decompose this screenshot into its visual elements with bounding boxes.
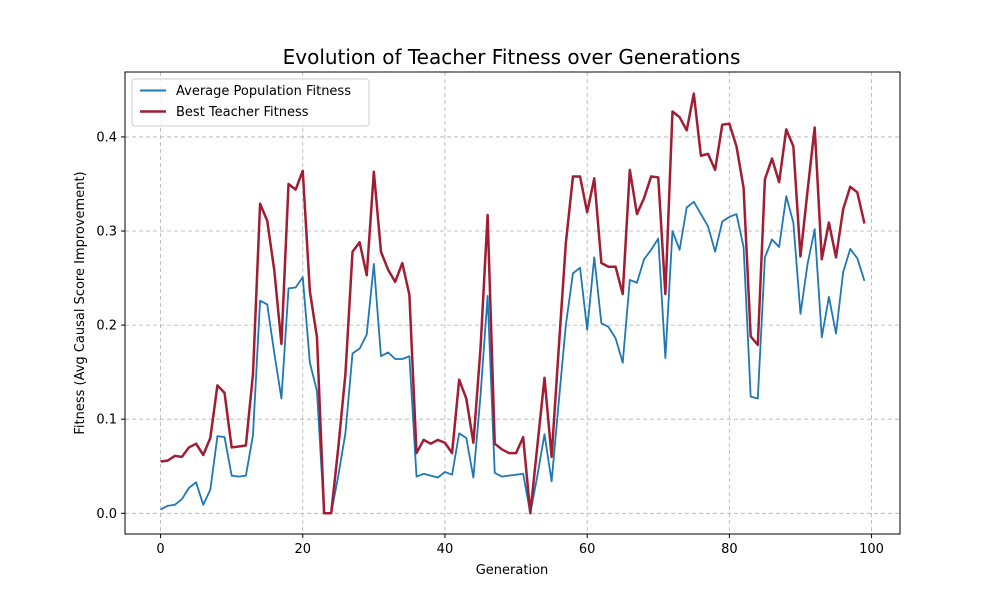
series-line-average-population-fitness [160,195,866,515]
x-tick-label: 80 [721,542,738,557]
y-axis: 0.0 0.1 0.2 0.3 0.4 [96,130,125,522]
chart-title: Evolution of Teacher Fitness over Genera… [283,45,741,69]
x-tick-label: 40 [437,542,454,557]
y-tick-label: 0.4 [96,130,117,145]
x-tick-label: 20 [294,542,311,557]
legend-box [131,78,370,127]
y-tick-label: 0.2 [96,319,117,334]
legend-label-best-teacher-fitness: Best Teacher Fitness [176,105,309,120]
x-tick-label: 60 [579,542,596,557]
x-tick-label: 0 [156,542,164,557]
y-tick-label: 0.0 [96,507,117,522]
x-axis: 0 20 40 60 80 100 [156,534,884,557]
plot-frame [124,71,901,535]
y-tick-label: 0.3 [96,225,117,240]
series-line-best-teacher-fitness [160,92,866,515]
x-tick-label: 100 [859,542,884,557]
y-axis-label: Fitness (Avg Causal Score Improvement) [73,171,88,434]
legend: Average Population Fitness Best Teacher … [131,78,370,127]
series-layer [160,92,866,515]
legend-label-average-population-fitness: Average Population Fitness [176,84,351,99]
x-axis-label: Generation [476,563,549,578]
y-tick-label: 0.1 [96,413,117,428]
